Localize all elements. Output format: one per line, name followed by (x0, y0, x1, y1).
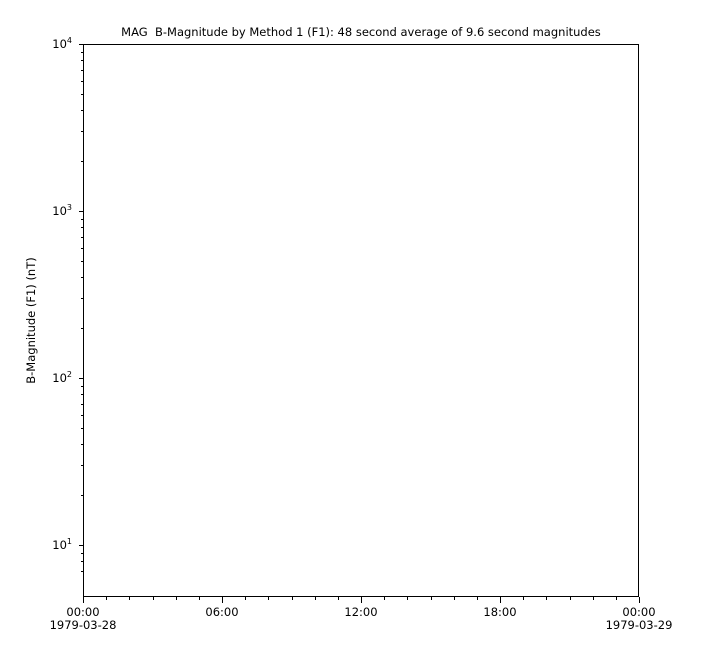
y-axis-major-tick (79, 545, 84, 546)
x-axis-tick-label: 06:00 (205, 605, 239, 619)
x-axis-minor-tick (175, 597, 177, 600)
x-axis-major-tick (500, 597, 501, 603)
x-axis-minor-tick (407, 597, 409, 600)
y-axis-minor-tick (81, 494, 84, 496)
x-axis-tick-label: 00:00 (66, 605, 100, 619)
x-axis-minor-tick (615, 597, 617, 600)
y-axis-minor-tick (81, 69, 84, 71)
y-axis-major-tick (79, 378, 84, 379)
x-axis-minor-tick (476, 597, 478, 600)
y-axis-minor-tick (81, 570, 84, 572)
y-axis-minor-tick (81, 394, 84, 396)
y-axis-minor-tick (81, 428, 84, 430)
chart-title: MAG B-Magnitude by Method 1 (F1): 48 sec… (121, 25, 601, 39)
x-axis-minor-tick (129, 597, 131, 600)
x-axis-minor-tick (268, 597, 270, 600)
x-axis-minor-tick (546, 597, 548, 600)
x-axis-minor-tick (430, 597, 432, 600)
x-axis-minor-tick (314, 597, 316, 600)
x-axis-minor-tick (337, 597, 339, 600)
x-axis-minor-tick (569, 597, 571, 600)
x-axis-minor-tick (523, 597, 525, 600)
x-axis-minor-tick (245, 597, 247, 600)
y-axis-major-tick (79, 211, 84, 212)
y-axis-minor-tick (81, 218, 84, 220)
x-axis-minor-tick (592, 597, 594, 600)
y-axis-minor-tick (81, 160, 84, 162)
y-axis-tick-label: 101 (52, 537, 72, 552)
x-axis-end-date-label: 1979-03-29 (605, 618, 673, 632)
x-axis-minor-tick (291, 597, 293, 600)
y-axis-major-tick (79, 44, 84, 45)
plot-area[interactable] (83, 44, 639, 597)
y-axis-tick-label: 104 (52, 36, 72, 51)
x-axis-start-date-label: 1979-03-28 (49, 618, 117, 632)
x-axis-minor-tick (106, 597, 108, 600)
x-axis-tick-label: 18:00 (483, 605, 517, 619)
y-axis-minor-tick (81, 236, 84, 238)
y-axis-tick-label: 103 (52, 203, 72, 218)
y-axis-minor-tick (81, 60, 84, 62)
x-axis-major-tick (639, 597, 640, 603)
y-axis-minor-tick (81, 415, 84, 417)
y-axis-minor-tick (81, 385, 84, 387)
x-axis-major-tick (361, 597, 362, 603)
y-axis-minor-tick (81, 327, 84, 329)
y-axis-minor-tick (81, 261, 84, 263)
y-axis-minor-tick (81, 131, 84, 133)
y-axis-label: B-Magnitude (F1) (nT) (24, 257, 38, 384)
x-axis-tick-label: 12:00 (344, 605, 378, 619)
y-axis-minor-tick (81, 277, 84, 279)
y-axis-minor-tick (81, 94, 84, 96)
y-axis-tick-label: 102 (52, 370, 72, 385)
x-axis-minor-tick (152, 597, 154, 600)
y-axis-minor-tick (81, 561, 84, 563)
y-axis-minor-tick (81, 444, 84, 446)
y-axis-minor-tick (81, 403, 84, 405)
x-axis-minor-tick (198, 597, 200, 600)
x-axis-minor-tick (453, 597, 455, 600)
y-axis-minor-tick (81, 465, 84, 467)
y-axis-minor-tick (81, 298, 84, 300)
y-axis-minor-tick (81, 51, 84, 53)
y-axis-minor-tick (81, 552, 84, 554)
x-axis-minor-tick (384, 597, 386, 600)
x-axis-major-tick (83, 597, 84, 603)
y-axis-minor-tick (81, 81, 84, 83)
y-axis-minor-tick (81, 227, 84, 229)
y-axis-minor-tick (81, 110, 84, 112)
y-axis-minor-tick (81, 248, 84, 250)
x-axis-major-tick (222, 597, 223, 603)
x-axis-tick-label: 00:00 (622, 605, 656, 619)
